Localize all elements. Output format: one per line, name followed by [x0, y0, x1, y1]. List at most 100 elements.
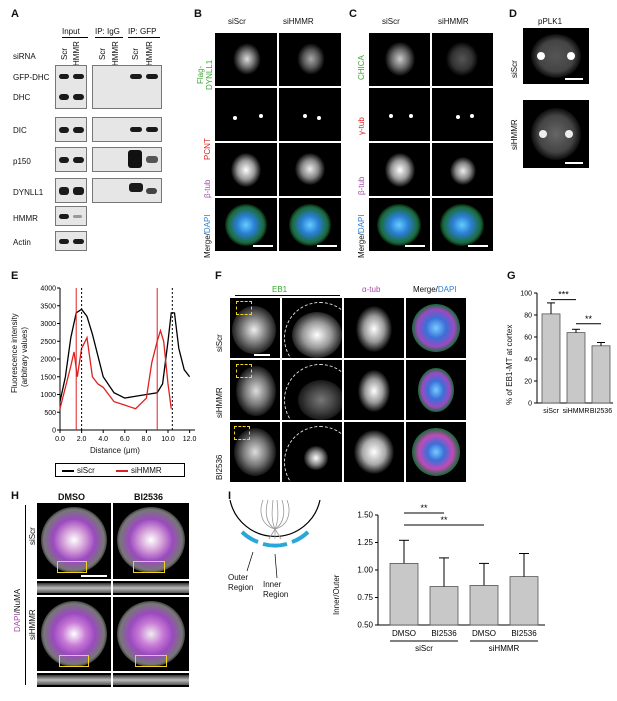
lane-label: Scr [60, 48, 69, 60]
image-f-eb1-siscr [230, 298, 280, 358]
line-chart-e: 0 500 1000 1500 2000 2500 3000 3500 4000 0.0 2.0 4.… [40, 286, 196, 444]
inner-label-2: Region [263, 590, 289, 599]
y-tick-label: 1.25 [357, 538, 373, 547]
sig-label: ** [585, 314, 593, 324]
image-c-gtub-siscr [369, 88, 430, 141]
image-c-chica-siscr [369, 33, 430, 86]
lane-label: HMMR [72, 41, 81, 66]
panel-label-d: D [509, 8, 517, 20]
image-h-bi2536-siscr [113, 503, 189, 579]
row-label-pcnt: PCNT [203, 138, 212, 160]
panel-label-e: E [11, 270, 19, 282]
blot-ip-dhc [92, 65, 162, 109]
blot-input-dic [55, 117, 87, 142]
series-siScr [59, 308, 191, 402]
image-c-btub-siscr [369, 143, 430, 196]
zoom-box [234, 426, 250, 440]
row-label: siHMMR [215, 387, 224, 418]
image-c-merge-sihmmr [432, 198, 493, 251]
outer-label-2: Region [228, 583, 254, 592]
row-label-flag: Flag- [196, 65, 205, 84]
side-label: DAPI/NuMA [13, 588, 22, 632]
x-tick-label: 8.0 [142, 436, 152, 443]
image-h-dmso-sihmmr-zoom [37, 673, 111, 687]
bar [389, 563, 419, 626]
image-c-chica-sihmmr [432, 33, 493, 86]
header-ip-gfp: IP: GFP [128, 27, 157, 36]
y-tick-label: 4000 [40, 286, 56, 293]
col-label: siHMMR [438, 17, 469, 26]
f-header-atub: α-tub [362, 285, 381, 294]
image-f-eb1-sihmmr [230, 360, 280, 420]
image-f-merge-bi2536 [406, 422, 466, 482]
y-tick-label: 2000 [40, 357, 56, 364]
y-tick-label: 60 [524, 335, 532, 342]
image-b-merge-siscr [215, 198, 277, 251]
roi-box [57, 561, 87, 573]
panel-label-i: I [228, 490, 232, 502]
y-tick-label: 100 [520, 291, 532, 298]
x-tick-label: BI2536 [511, 629, 537, 638]
x-tick-label: 10.0 [161, 436, 175, 443]
cortex-schematic [229, 499, 321, 548]
image-d-pplk1-sihmmr [523, 100, 589, 168]
outer-region-arc [291, 530, 310, 544]
outer-region-arc [240, 530, 259, 544]
y-tick-label: 3500 [40, 303, 56, 310]
bar [566, 332, 586, 404]
bar [541, 313, 561, 404]
image-b-pcnt-sihmmr [279, 88, 341, 141]
row-label-btub: β-tub [357, 176, 366, 195]
x-tick-label: BI2536 [431, 629, 457, 638]
blot-ip-dic [92, 117, 162, 142]
image-c-btub-sihmmr [432, 143, 493, 196]
row-label-dic: DIC [13, 126, 27, 135]
row-label-gtub: γ-tub [357, 117, 366, 135]
row-label: siScr [28, 527, 37, 545]
sig-label: ** [420, 503, 428, 513]
y-tick-label: 1000 [40, 392, 56, 399]
panel-label-b: B [194, 8, 202, 20]
group-label: siHMMR [489, 644, 520, 653]
f-header-eb1: EB1 [272, 285, 288, 294]
row-label: siHMMR [510, 119, 519, 150]
row-label-merge: Merge/DAPI [203, 214, 212, 258]
legend-sihmmr: siHMMR [131, 466, 162, 475]
image-f-atub-bi2536 [344, 422, 404, 482]
row-label-gfp-dhc: GFP-DHC [13, 73, 50, 82]
row-label-btub: β-tub [203, 179, 212, 198]
scale-bar [253, 245, 273, 247]
image-f-eb1-zoom-siscr [282, 298, 342, 358]
blot-ip-dynll1 [92, 178, 162, 203]
y-tick-label: 1.00 [357, 566, 373, 575]
scale-bar [405, 245, 425, 247]
zoom-box [236, 301, 252, 315]
inner-region-arc [262, 542, 288, 548]
row-label: BI2536 [215, 454, 224, 480]
image-h-bi2536-sihmmr-zoom [113, 673, 189, 687]
x-tick-label: 2.0 [77, 436, 87, 443]
image-f-atub-sihmmr [344, 360, 404, 420]
image-h-bi2536-siscr-zoom [113, 581, 189, 595]
lane-label: Scr [131, 48, 140, 60]
image-f-eb1-bi2536 [230, 422, 280, 482]
bar [469, 585, 499, 626]
image-f-eb1-zoom-sihmmr [282, 360, 342, 420]
row-label-hmmr: HMMR [13, 214, 38, 223]
header-ip-igg: IP: IgG [95, 27, 120, 36]
image-b-pcnt-siscr [215, 88, 277, 141]
row-label: siHMMR [28, 609, 37, 640]
series-siHMMR [59, 328, 172, 410]
spindle-microtubules [260, 499, 290, 540]
y-tick-label: 1.50 [357, 511, 373, 520]
f-header-merge: Merge/DAPI [413, 285, 457, 294]
image-b-merge-sihmmr [279, 198, 341, 251]
panel-label-a: A [11, 8, 19, 20]
outer-label: Outer [228, 573, 249, 582]
row-label-merge: Merge/DAPI [357, 214, 366, 258]
image-b-dynll1-siscr [215, 33, 277, 86]
lane-label: HMMR [111, 41, 120, 66]
bar [591, 345, 611, 404]
col-label: siScr [228, 17, 246, 26]
